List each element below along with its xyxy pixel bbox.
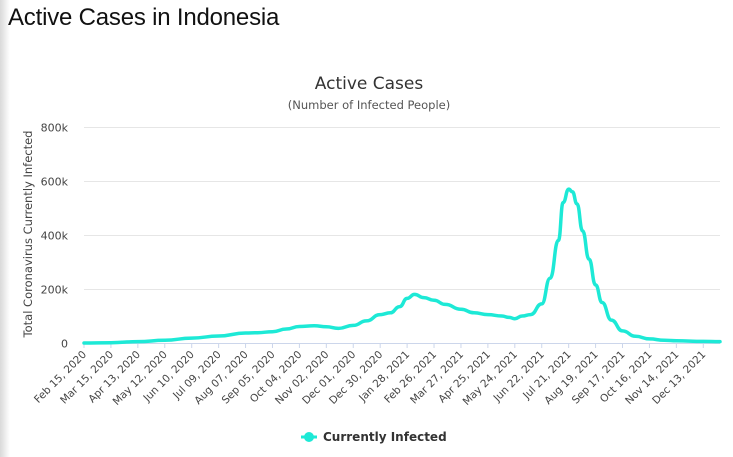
- y-tick-label: 600k: [41, 176, 69, 189]
- y-tick-label: 400k: [41, 230, 69, 243]
- legend-marker-icon: [304, 432, 314, 442]
- y-tick-label: 200k: [41, 284, 69, 297]
- page-title: Active Cases in Indonesia: [8, 4, 280, 31]
- page-edge-shadow: [0, 0, 10, 457]
- series-line-currently-infected[interactable]: [82, 187, 722, 345]
- chart-title: Active Cases: [315, 74, 424, 94]
- y-axis-label: Total Coronavirus Currently Infected: [21, 131, 35, 339]
- legend[interactable]: Currently Infected: [301, 430, 447, 444]
- legend-label[interactable]: Currently Infected: [323, 430, 447, 444]
- y-tick-label: 0: [61, 338, 68, 351]
- chart-subtitle: (Number of Infected People): [288, 98, 450, 112]
- y-tick-label: 800k: [41, 122, 69, 135]
